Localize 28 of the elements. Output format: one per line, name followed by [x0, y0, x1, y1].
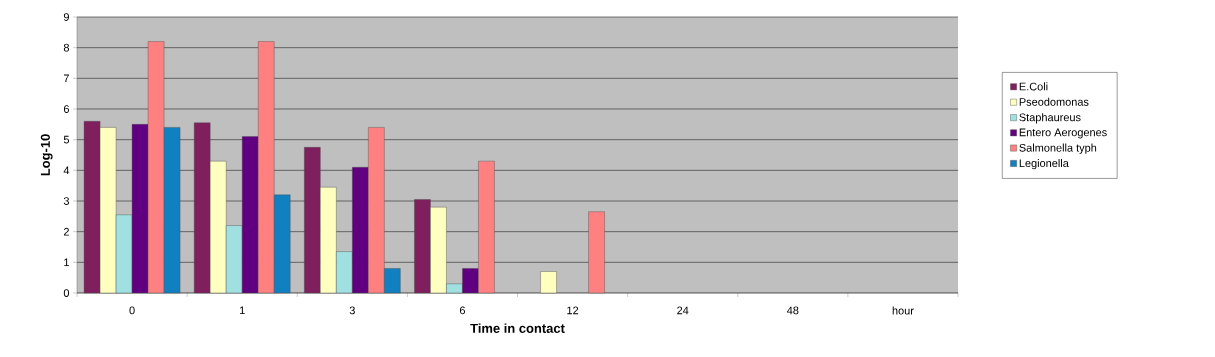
- x-tick-label: 1: [239, 306, 245, 315]
- x-tick-label: 3: [349, 306, 355, 315]
- x-tick-label: 12: [567, 306, 579, 315]
- bar: [588, 211, 605, 294]
- legend-label: E.Coli: [1019, 82, 1048, 91]
- x-axis-title: Time in contact: [470, 323, 565, 333]
- y-tick-label: 9: [63, 13, 69, 21]
- y-tick-label: 2: [63, 227, 69, 236]
- legend-label: Entero Aerogenes: [1019, 128, 1107, 139]
- legend-label: Staphaureus: [1019, 113, 1081, 124]
- y-tick-label: 6: [63, 105, 69, 113]
- x-tick-label: hour: [892, 306, 914, 315]
- x-tick-label: 48: [786, 306, 799, 315]
- y-axis-title: Log-10: [40, 134, 53, 176]
- y-tick-label: 3: [63, 197, 69, 205]
- x-tick-label: 24: [677, 306, 689, 315]
- x-tick-label: 0: [129, 306, 135, 315]
- x-tick-label: 6: [459, 306, 466, 315]
- y-tick-label: 1: [64, 258, 69, 267]
- y-tick-label: 8: [63, 43, 69, 52]
- y-tick-label: 0: [63, 289, 70, 297]
- y-tick-label: 7: [63, 74, 69, 83]
- legend-label: Legionella: [1019, 159, 1069, 170]
- legend-label: Pseodomonas: [1019, 97, 1089, 106]
- legend-label: Salmonella typh: [1019, 143, 1097, 154]
- y-tick-label: 4: [63, 166, 70, 175]
- bar: [540, 271, 557, 294]
- y-tick-label: 5: [63, 135, 70, 144]
